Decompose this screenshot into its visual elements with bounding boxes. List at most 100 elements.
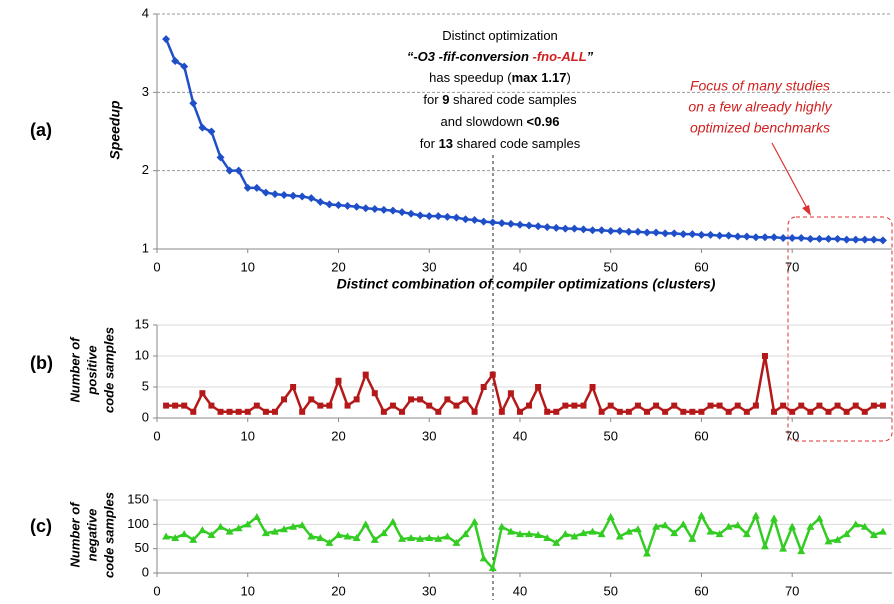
point	[225, 527, 234, 535]
x-tick-label: 10	[241, 259, 255, 274]
point	[588, 527, 597, 535]
series-line	[165, 512, 884, 571]
point	[715, 231, 724, 240]
point	[435, 408, 442, 415]
annotation-line: for 13 shared code samples	[420, 136, 581, 151]
point	[252, 513, 261, 521]
x-tick-label: 60	[694, 428, 708, 443]
text: for	[420, 136, 439, 151]
point	[497, 219, 506, 228]
point	[207, 127, 216, 136]
point	[570, 532, 579, 540]
point	[480, 384, 487, 390]
point	[870, 402, 877, 409]
point	[598, 408, 605, 415]
point	[462, 396, 469, 403]
point	[597, 530, 606, 538]
point	[479, 554, 488, 562]
point	[824, 234, 833, 243]
point	[779, 234, 788, 243]
point	[317, 402, 324, 409]
point	[262, 408, 269, 415]
point	[289, 522, 298, 530]
point	[589, 384, 596, 390]
x-tick-label: 10	[241, 428, 255, 443]
point	[280, 525, 289, 533]
point	[515, 220, 524, 229]
point	[662, 408, 669, 415]
point	[843, 408, 850, 415]
y-axis-label: negative	[84, 509, 99, 562]
point	[434, 212, 443, 221]
y-axis-label: positive	[84, 345, 99, 395]
point	[380, 408, 387, 415]
point	[570, 224, 579, 233]
point	[851, 520, 860, 528]
point	[190, 408, 197, 415]
point	[842, 530, 851, 538]
point	[652, 522, 661, 530]
point	[162, 35, 171, 44]
x-tick-label: 20	[331, 428, 345, 443]
point	[244, 408, 251, 415]
point	[869, 531, 878, 539]
point	[335, 377, 342, 384]
point	[389, 402, 396, 409]
point	[370, 535, 379, 543]
point	[878, 236, 887, 245]
point	[470, 216, 479, 225]
point	[325, 538, 334, 546]
note: optimized benchmarks	[690, 120, 830, 136]
y-tick-label: 0	[142, 409, 149, 424]
point	[172, 402, 179, 409]
point	[807, 408, 814, 415]
text: max 1.17	[512, 70, 567, 85]
point	[171, 533, 180, 541]
point	[526, 402, 533, 409]
annotation: Distinct optimization “-O3 -fif-conversi…	[407, 28, 594, 151]
point	[788, 234, 797, 243]
point	[698, 408, 705, 415]
point	[343, 201, 352, 210]
point	[625, 408, 632, 415]
arrow-head	[802, 205, 811, 216]
point	[771, 408, 778, 415]
text: 13	[439, 136, 453, 151]
point	[543, 223, 552, 232]
point	[580, 402, 587, 409]
point	[506, 219, 515, 228]
point	[353, 396, 360, 403]
y-tick-label: 1	[142, 240, 149, 255]
point	[624, 527, 633, 535]
point	[834, 402, 841, 409]
x-tick-label: 70	[785, 259, 799, 274]
y-tick-label: 150	[127, 491, 149, 506]
point	[751, 511, 760, 519]
point	[788, 522, 797, 530]
point	[535, 384, 542, 390]
point	[452, 538, 461, 546]
y-tick-label: 100	[127, 516, 149, 531]
point	[751, 233, 760, 242]
point	[652, 228, 661, 237]
point	[861, 408, 868, 415]
x-tick-label: 0	[153, 428, 160, 443]
point	[706, 230, 715, 239]
point	[552, 538, 561, 546]
text: 9	[442, 92, 449, 107]
x-tick-label: 10	[241, 583, 255, 598]
point	[298, 192, 307, 201]
point	[597, 226, 606, 235]
point	[615, 226, 624, 235]
x-tick-label: 40	[513, 259, 527, 274]
point	[252, 183, 261, 192]
x-tick-label: 40	[513, 428, 527, 443]
x-tick-label: 30	[422, 428, 436, 443]
point	[544, 408, 551, 415]
point	[506, 527, 515, 535]
point	[388, 206, 397, 215]
point	[715, 530, 724, 538]
point	[379, 529, 388, 537]
point	[189, 535, 198, 543]
point	[670, 229, 679, 238]
